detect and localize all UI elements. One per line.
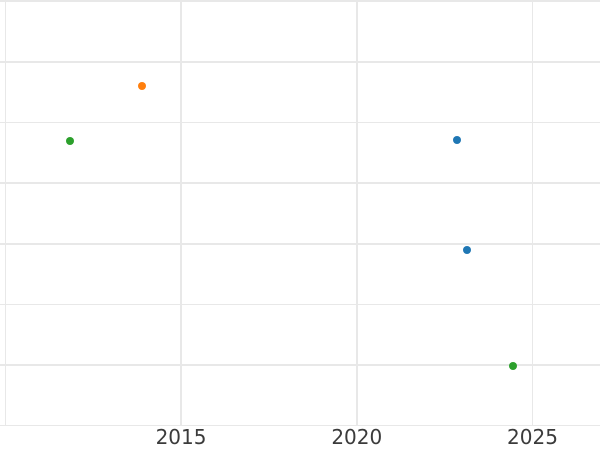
h-gridline: [0, 121, 600, 124]
data-point-blue: [452, 136, 461, 145]
v-gridline: [531, 0, 534, 426]
h-gridline: [0, 424, 600, 427]
h-gridline: [0, 364, 600, 366]
data-point-blue: [463, 246, 472, 255]
v-gridline: [4, 0, 7, 426]
x-tick-label: 2020: [331, 425, 383, 449]
h-gridline: [0, 182, 600, 184]
h-gridline: [0, 0, 600, 2]
v-gridline: [180, 0, 182, 426]
h-gridline: [0, 303, 600, 306]
x-tick-label: 2015: [155, 425, 207, 449]
h-gridline: [0, 61, 600, 63]
data-point-green: [509, 362, 518, 371]
data-point-green: [66, 136, 75, 145]
data-point-orange: [138, 82, 147, 91]
x-tick-label: 2025: [507, 425, 558, 449]
h-gridline: [0, 243, 600, 245]
v-gridline: [356, 0, 358, 426]
